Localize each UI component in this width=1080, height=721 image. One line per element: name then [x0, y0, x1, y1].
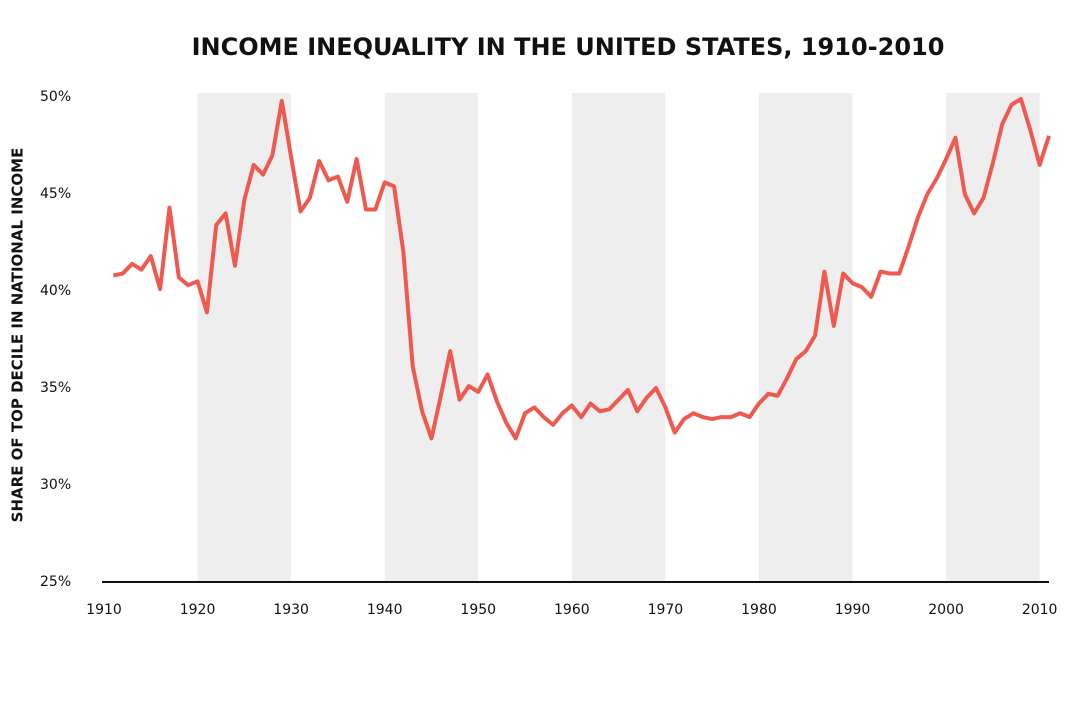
shaded-band — [384, 93, 479, 582]
x-tick-label: 1920 — [180, 602, 216, 618]
chart-title: INCOME INEQUALITY IN THE UNITED STATES, … — [192, 33, 945, 61]
shaded-band — [197, 93, 292, 582]
x-tick-label: 1950 — [460, 602, 496, 618]
y-tick-label: 40% — [40, 283, 71, 299]
y-tick-label: 45% — [40, 186, 71, 202]
x-tick-label: 1970 — [648, 602, 684, 618]
x-tick-label: 1960 — [554, 602, 590, 618]
y-tick-label: 50% — [40, 89, 71, 105]
shaded-band — [758, 93, 853, 582]
y-tick-label: 35% — [40, 380, 71, 396]
x-tick-label: 1930 — [273, 602, 309, 618]
y-tick-label: 30% — [40, 477, 71, 493]
x-tick-label: 1910 — [86, 602, 122, 618]
x-tick-label: 1940 — [367, 602, 403, 618]
x-tick-label: 2000 — [928, 602, 964, 618]
x-tick-label: 2010 — [1022, 602, 1058, 618]
x-tick-label: 1990 — [835, 602, 871, 618]
shaded-band — [571, 93, 666, 582]
y-tick-label: 25% — [40, 574, 71, 590]
y-axis-label: SHARE OF TOP DECILE IN NATIONAL INCOME — [9, 148, 27, 523]
x-tick-label: 1980 — [741, 602, 777, 618]
data-line — [112, 96, 1051, 441]
